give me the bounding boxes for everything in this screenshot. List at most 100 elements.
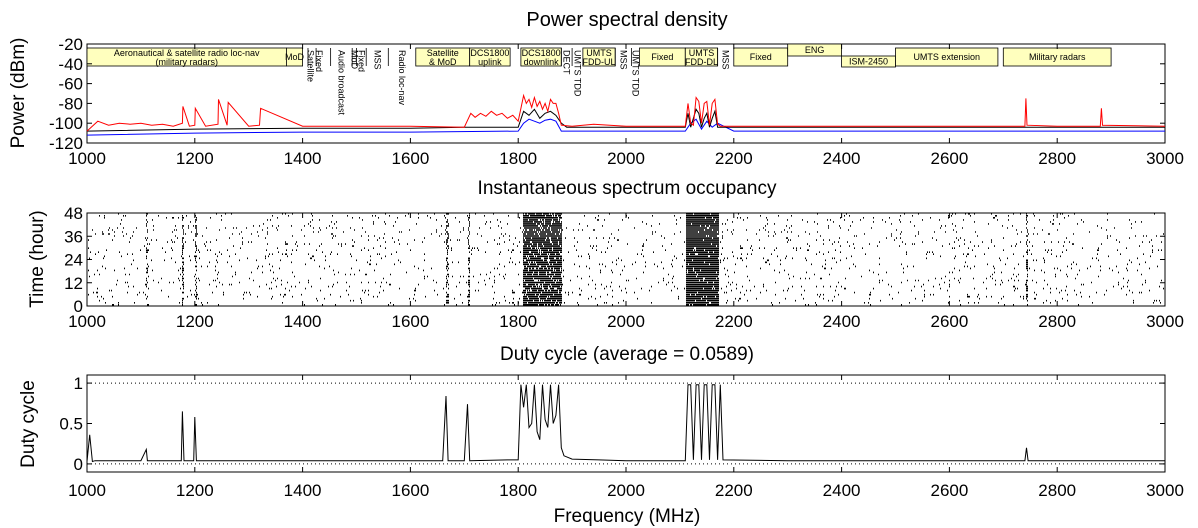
x-tick-label: 1800 [499,149,537,168]
band-allocation: MSS [614,48,628,70]
duty-cycle-series [86,384,1165,463]
x-tick-label: 1200 [176,149,214,168]
band-allocation: Satellite [306,48,316,82]
x-tick-label: 1600 [391,481,429,500]
x-tick-label: 2000 [607,149,645,168]
duty-cycle-panel: Duty cycle (average = 0.0589) 00.51 1000… [18,344,1184,527]
band-box [286,47,303,67]
y-tick-label: 48 [64,204,83,223]
x-tick-label: 2600 [930,312,968,331]
x-tick-label: 2200 [715,312,753,331]
occupancy-panel: Instantaneous spectrum occupancy 0 12 24 36… [27,178,1184,331]
duty-cycle-y-ticks: 00.51 [59,374,1165,474]
band-label: UMTS [689,48,715,58]
x-tick-label: 2600 [930,149,968,168]
band-allocation: ENG [787,43,843,57]
x-tick-label: 1000 [68,481,106,500]
occupancy-x-ticks: 1000 1200 1400 1600 1800 2000 2200 2400 2600 2800… [68,213,1184,331]
band-label: ENG [805,45,825,55]
band-allocation: Fixed [314,48,324,72]
occupancy-scatter [88,213,1164,306]
y-tick-label: 1 [74,374,83,393]
y-tick-label: 24 [64,251,83,270]
y-tick-label: -60 [58,75,83,94]
x-tick-label: 2400 [823,312,861,331]
x-tick-label: 2200 [715,149,753,168]
x-tick-label: 3000 [1146,481,1184,500]
band-allocation: Aeronautical & satellite radio loc-nav(m… [86,47,287,67]
x-tick-label: 2600 [930,481,968,500]
band-allocation: UMTS TDD [571,48,582,97]
psd-panel: Power spectral density Aeronautical & sa… [8,9,1184,168]
band-box [787,43,843,57]
band-allocation: Fixed [356,48,366,72]
band-allocation: Satellite& MoD [415,47,471,67]
occupancy-y-axis-label: Time (hour) [27,210,48,307]
y-tick-label: 12 [64,274,83,293]
band-label: UMTS [586,48,612,58]
x-tick-label: 3000 [1146,312,1184,331]
duty-cycle-y-axis-label: Duty cycle [18,380,39,468]
band-label: MSS [721,50,731,70]
band-allocation: Audio broadcast [330,48,346,116]
band-label: downlink [524,57,560,67]
x-tick-label: 2800 [1038,149,1076,168]
psd-y-axis-label: Power (dBm) [8,38,29,149]
band-label: Radio loc-nav [397,50,407,106]
band-label: Fixed [314,50,324,72]
band-label: & MoD [429,57,457,67]
duty-cycle-plot-area [86,374,1166,473]
y-tick-label: -40 [58,55,83,74]
band-label: Fixed [651,52,673,62]
x-tick-label: 2000 [607,481,645,500]
frequency-axis-label: Frequency (MHz) [554,506,701,527]
x-tick-label: 1600 [391,149,429,168]
series-line-maximum [86,93,1166,132]
x-tick-label: 1400 [284,149,322,168]
x-tick-label: 2400 [823,481,861,500]
psd-band-allocations: Aeronautical & satellite radio loc-nav(m… [86,43,1112,116]
y-tick-label: 0.5 [59,415,83,434]
band-label: Satellite [306,50,316,82]
band-box [469,47,511,67]
band-label: DECT [562,50,572,75]
x-tick-label: 3000 [1146,149,1184,168]
x-tick-label: 1400 [284,312,322,331]
y-tick-label: 0 [74,297,83,316]
series-line-minimum [86,118,1165,136]
y-tick-label: 36 [64,227,83,246]
y-tick-label: -120 [49,134,83,153]
duty-cycle-reference-lines [87,382,1165,465]
band-label: MSS [618,50,628,70]
band-label: MSS [372,50,382,70]
band-box [733,47,789,67]
x-tick-label: 1800 [499,312,537,331]
x-tick-label: 2800 [1038,312,1076,331]
band-label: MoD [349,50,359,70]
band-allocation: UMTS extension [895,47,999,67]
x-tick-label: 2000 [607,312,645,331]
band-label: MoD [285,52,305,62]
band-allocation: UMTS TDD [630,48,640,97]
x-tick-label: 1200 [176,312,214,331]
band-label: Aeronautical & satellite radio loc-nav [114,48,260,58]
band-label: FDD-UL [583,57,616,67]
occupancy-y-ticks: 0 12 24 36 48 [64,204,1165,316]
band-label: uplink [478,57,502,67]
band-label: Satellite [427,48,459,58]
band-label: Audio broadcast [336,50,346,116]
duty-cycle-x-ticks: 1000 1200 1400 1600 1800 2000 2200 2400 2600 2800… [68,375,1184,500]
psd-series [86,93,1166,136]
x-tick-label: 2800 [1038,481,1076,500]
band-label: UMTS extension [913,52,980,62]
y-tick-label: -100 [49,114,83,133]
band-label: DCS1800 [470,48,509,58]
x-tick-label: 1000 [68,312,106,331]
occupancy-dots [88,213,1164,306]
x-tick-label: 2200 [715,481,753,500]
band-label: Fixed [356,50,366,72]
band-label: UMTS TDD [630,50,640,97]
